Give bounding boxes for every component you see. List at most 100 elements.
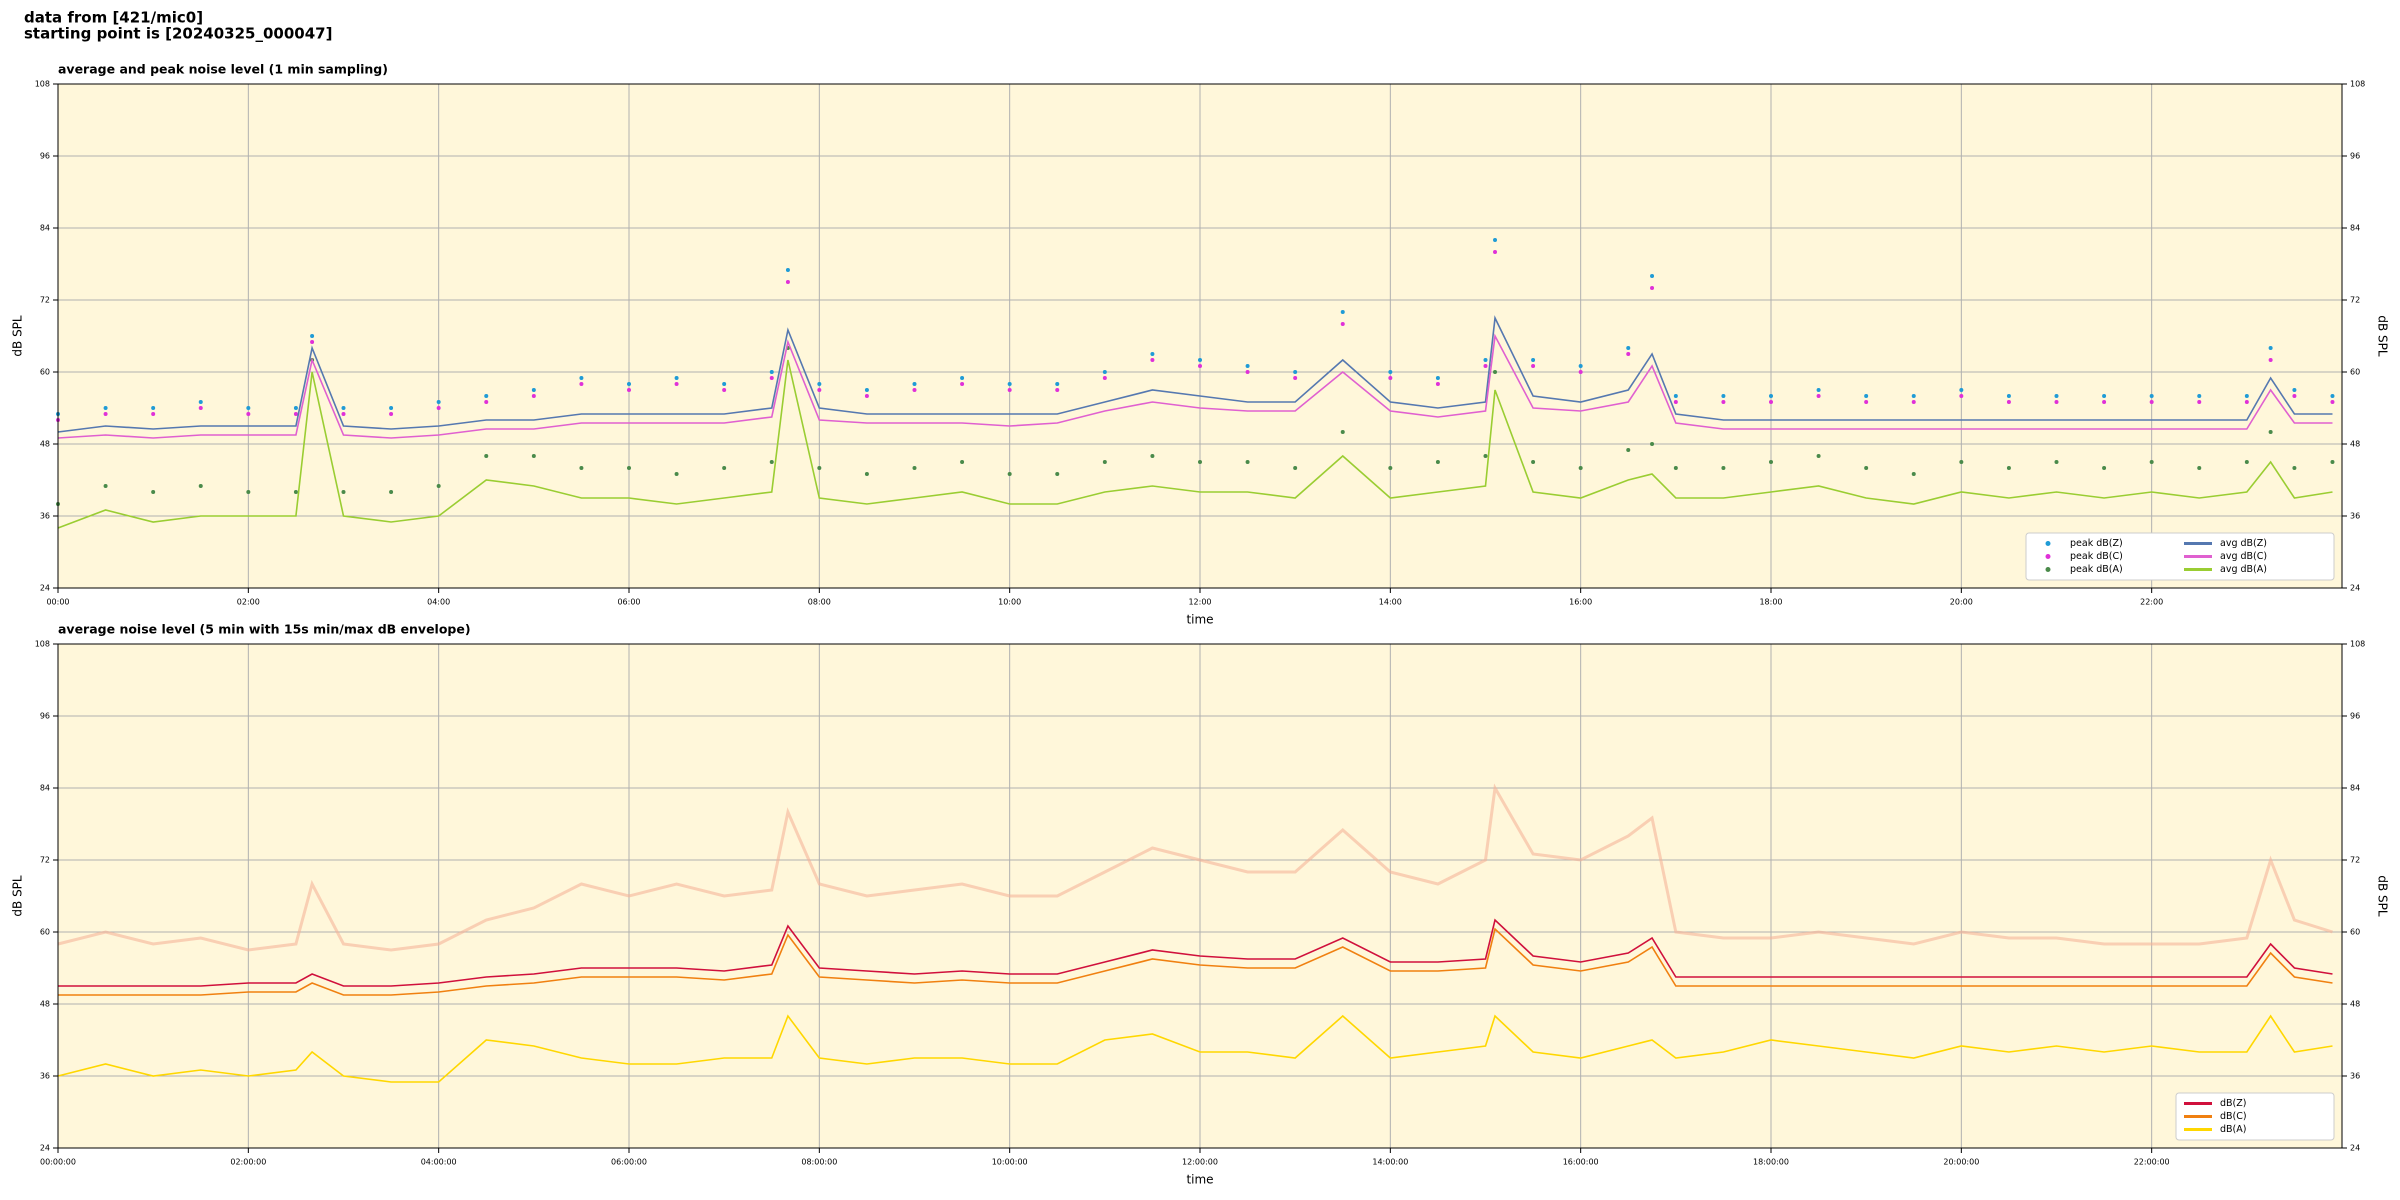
scatter-point — [389, 490, 394, 494]
scatter-point — [1293, 376, 1298, 380]
scatter-point — [1864, 400, 1869, 404]
y-tick-label: 60 — [40, 368, 50, 377]
scatter-point — [1483, 364, 1488, 368]
scatter-point — [1245, 364, 1250, 368]
legend-label: peak dB(A) — [2070, 564, 2123, 575]
x-tick-label: 06:00 — [617, 598, 640, 607]
x-tick-label: 06:00:00 — [611, 1158, 647, 1167]
scatter-point — [293, 490, 298, 494]
x-tick-label: 10:00:00 — [992, 1158, 1028, 1167]
y2-tick-label: 36 — [2350, 1072, 2360, 1081]
x-tick-label: 16:00 — [1569, 598, 1592, 607]
scatter-point — [1673, 466, 1678, 470]
scatter-point — [2102, 466, 2107, 470]
scatter-point — [1055, 388, 1060, 392]
scatter-point — [341, 406, 346, 410]
scatter-point — [1911, 400, 1916, 404]
scatter-point — [1102, 370, 1107, 374]
scatter-point — [627, 388, 631, 392]
y-axis-label: dB SPL — [11, 315, 25, 357]
scatter-point — [310, 334, 315, 338]
scatter-point — [674, 472, 679, 476]
scatter-point — [1483, 358, 1488, 362]
legend-box — [2025, 532, 2335, 581]
x-tick-label: 00:00 — [46, 598, 69, 607]
x-tick-label: 00:00:00 — [40, 1158, 76, 1167]
y-tick-label: 60 — [40, 928, 50, 937]
header-line: starting point is [20240325_000047] — [24, 25, 332, 43]
scatter-point — [785, 268, 790, 272]
legend-label: avg dB(Z) — [2220, 538, 2267, 549]
scatter-point — [1959, 388, 1964, 392]
series-line — [57, 315, 2333, 433]
scatter-point — [1673, 400, 1678, 404]
y2-tick-label: 72 — [2350, 296, 2360, 305]
scatter-point — [1721, 400, 1726, 404]
scatter-point — [1769, 460, 1773, 464]
scatter-point — [1007, 388, 1012, 392]
scatter-point — [151, 406, 156, 410]
scatter-point — [1198, 358, 1202, 362]
legend-label: dB(Z) — [2220, 1098, 2246, 1109]
scatter-point — [1673, 394, 1678, 398]
series-line — [58, 927, 2333, 996]
scatter-point — [1435, 382, 1440, 386]
y2-axis-label: dB SPL — [2376, 315, 2390, 357]
scatter-point — [1340, 310, 1345, 314]
scatter-point — [2330, 460, 2335, 464]
scatter-point — [864, 394, 869, 398]
y2-tick-label: 36 — [2350, 512, 2360, 521]
scatter-point — [1388, 376, 1393, 380]
chart-title: average and peak noise level (1 min samp… — [58, 62, 388, 77]
legend-label: avg dB(C) — [2220, 551, 2267, 562]
x-tick-label: 18:00:00 — [1753, 1158, 1789, 1167]
scatter-point — [1531, 358, 1536, 362]
scatter-point — [436, 406, 441, 410]
scatter-point — [1578, 364, 1583, 368]
y-tick-label: 96 — [40, 712, 50, 721]
scatter-point — [1626, 346, 1631, 350]
scatter-point — [817, 382, 822, 386]
y2-axis-label: dB SPL — [2376, 875, 2390, 917]
scatter-point — [1578, 466, 1583, 470]
scatter-point — [2292, 394, 2297, 398]
scatter-point — [2244, 460, 2249, 464]
scatter-point — [484, 394, 489, 398]
scatter-point — [1769, 400, 1773, 404]
y-axis-label: dB SPL — [11, 875, 25, 917]
y2-tick-label: 108 — [2350, 80, 2365, 89]
scatter-point — [151, 490, 156, 494]
x-tick-label: 04:00 — [427, 598, 450, 607]
scatter-point — [1959, 394, 1964, 398]
y-tick-label: 72 — [40, 296, 50, 305]
scatter-point — [1911, 472, 1916, 476]
legend-label: dB(C) — [2220, 1111, 2247, 1122]
legend-marker — [2045, 554, 2051, 559]
scatter-point — [1435, 376, 1440, 380]
scatter-point — [198, 484, 203, 488]
scatter-point — [722, 466, 727, 470]
scatter-point — [2244, 394, 2249, 398]
y-tick-label: 84 — [40, 784, 50, 793]
x-tick-label: 16:00:00 — [1563, 1158, 1599, 1167]
scatter-point — [912, 466, 917, 470]
scatter-point — [722, 388, 727, 392]
scatter-point — [246, 406, 251, 410]
y-tick-label: 108 — [35, 80, 50, 89]
scatter-point — [960, 376, 965, 380]
scatter-point — [2330, 394, 2335, 398]
scatter-point — [2102, 400, 2107, 404]
scatter-point — [2054, 460, 2059, 464]
scatter-point — [2244, 400, 2249, 404]
y2-tick-label: 24 — [2350, 584, 2360, 593]
scatter-point — [1650, 286, 1655, 290]
legend-marker — [2045, 541, 2051, 546]
scatter-point — [627, 466, 631, 470]
scatter-point — [1198, 364, 1202, 368]
series-line — [57, 1014, 2333, 1083]
scatter-point — [1435, 460, 1440, 464]
legend-label: avg dB(A) — [2220, 564, 2267, 575]
scatter-point — [484, 454, 489, 458]
scatter-point — [769, 460, 774, 464]
scatter-point — [198, 406, 203, 410]
